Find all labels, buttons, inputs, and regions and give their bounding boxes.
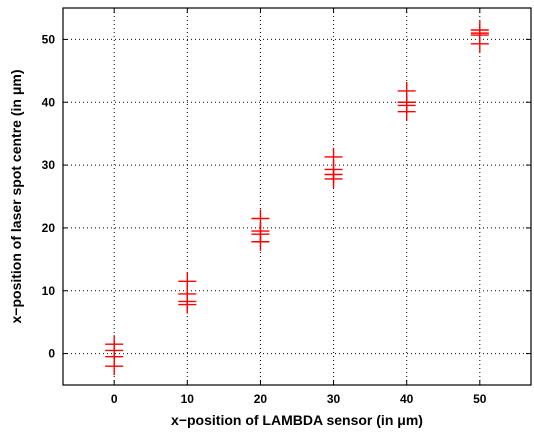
data-point: [105, 357, 124, 376]
grid-lines: [63, 8, 531, 385]
x-axis-label: x−position of LAMBDA sensor (in μm): [171, 412, 423, 428]
y-tick-label: 10: [42, 284, 56, 298]
data-point: [470, 34, 489, 53]
y-tick-labels: 0 10 20 30 40 50: [42, 32, 56, 360]
x-tick-label: 10: [181, 392, 195, 406]
data-points: [105, 20, 489, 376]
x-tick-label: 30: [327, 392, 341, 406]
x-tick-label: 50: [473, 392, 487, 406]
x-tick-label: 40: [400, 392, 414, 406]
y-tick-label: 40: [42, 95, 56, 109]
data-point: [178, 295, 197, 314]
y-tick-label: 20: [42, 221, 56, 235]
data-point: [397, 102, 416, 121]
y-tick-label: 30: [42, 158, 56, 172]
x-tick-labels: 0 10 20 30 40 50: [111, 392, 487, 406]
axis-ticks: [63, 8, 531, 385]
y-tick-label: 0: [48, 347, 55, 361]
y-tick-label: 50: [42, 32, 56, 46]
x-tick-label: 20: [254, 392, 268, 406]
x-tick-label: 0: [111, 392, 118, 406]
y-axis-label: x−position of laser spot centre (in μm): [8, 70, 24, 324]
data-point: [251, 232, 270, 251]
plot-area-frame: [62, 7, 532, 386]
data-point: [324, 169, 343, 188]
